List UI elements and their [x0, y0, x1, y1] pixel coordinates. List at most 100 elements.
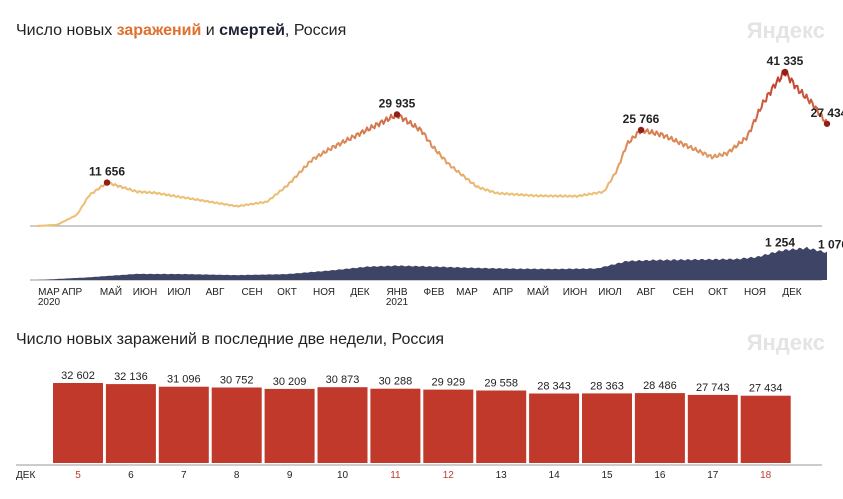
month-tick-label: НОЯ: [313, 287, 335, 298]
infections-line-segment: [750, 123, 754, 133]
bar-category-label: 13: [496, 470, 508, 481]
bar-chart-title: Число новых заражений в последние две не…: [16, 331, 444, 348]
month-tick-label: МАР: [456, 287, 478, 298]
bar-category-label: 8: [234, 470, 240, 481]
infections-line-segment: [756, 108, 760, 118]
bar: [687, 394, 738, 463]
infections-line-segment: [823, 118, 827, 123]
month-tick-label: АПР: [62, 287, 83, 298]
infections-line-segment: [745, 132, 749, 141]
infections-peak-label: 11 656: [89, 165, 125, 179]
month-tick-label: СЕН: [241, 287, 262, 298]
bar-value-label: 30 873: [326, 374, 360, 386]
bar-value-label: 32 136: [114, 371, 148, 383]
infections-line-segment: [619, 155, 623, 164]
month-tick-label: МАЙ: [527, 285, 549, 298]
yandex-watermark-top: Яндекс: [746, 18, 825, 43]
bar: [264, 388, 315, 463]
bar-category-label: 9: [287, 470, 293, 481]
title-part-deaths: смертей: [219, 22, 285, 39]
line-chart-title: Число новых заражений и смертей, Россия: [16, 22, 346, 40]
month-tick-label: ИЮН: [563, 287, 588, 298]
bar-category-label: 5: [75, 470, 81, 481]
month-tick-label: ОКТ: [277, 287, 297, 298]
bar-value-label: 31 096: [167, 374, 201, 386]
month-tick-label: ОКТ: [708, 287, 728, 298]
bar-value-label: 28 363: [590, 380, 624, 392]
bar: [317, 387, 368, 463]
year-tick-label: 2021: [386, 297, 409, 308]
month-tick-label: ИЮЛ: [598, 287, 621, 298]
infections-peak-marker: [637, 126, 645, 134]
bar: [423, 389, 474, 463]
deaths-label: 1 254: [765, 235, 795, 249]
month-tick-label: НОЯ: [744, 287, 766, 298]
month-tick-label: ДЕК: [350, 287, 369, 298]
bar-value-label: 30 288: [379, 376, 413, 388]
bar-category-label: 15: [601, 470, 613, 481]
infections-peak-marker: [823, 120, 831, 127]
bar-value-label: 27 743: [696, 382, 730, 394]
infections-peak-marker: [103, 179, 111, 186]
bar-category-label: 7: [181, 470, 187, 481]
month-tick-label: МАЙ: [100, 285, 122, 298]
title-part-3: и: [201, 22, 220, 39]
month-tick-label: МАР: [38, 287, 60, 298]
infections-line-segment: [820, 112, 824, 122]
bar-category-label: 18: [760, 470, 772, 481]
bar-value-label: 30 752: [220, 375, 254, 387]
month-tick-label: ДЕК: [782, 287, 801, 298]
month-tick-label: ФЕВ: [424, 287, 445, 298]
infections-line-segment: [801, 88, 805, 98]
infections-line-segment: [760, 99, 764, 109]
month-tick-label: АВГ: [637, 287, 656, 298]
infections-peak-label: 29 935: [379, 96, 416, 110]
bar: [211, 387, 262, 463]
infections-peak-label: 41 335: [767, 54, 804, 68]
bar: [53, 383, 103, 463]
deaths-label: 1 076: [818, 238, 843, 252]
deaths-area: [37, 246, 827, 280]
infections-line-segment: [796, 84, 800, 94]
bar-month-label: ДЕК: [16, 470, 35, 481]
infections-peak-marker: [781, 68, 789, 76]
bar-category-label: 12: [443, 470, 455, 481]
bar-category-label: 11: [390, 470, 401, 481]
bar: [105, 384, 156, 463]
month-tick-label: ЯНВ: [386, 287, 407, 298]
bar-value-label: 28 343: [537, 381, 571, 393]
infections-series: [36, 70, 827, 227]
title-part-5: , Россия: [284, 22, 347, 39]
bar: [158, 386, 209, 463]
bar: [529, 393, 580, 463]
year-tick-label: 2020: [38, 297, 61, 308]
bar-value-label: 29 929: [431, 377, 465, 389]
bar: [740, 395, 791, 463]
line-chart: 11 656 29 935 25 766 41 335 27 434 1 254 1 076…: [30, 54, 843, 308]
bar-category-label: 6: [128, 470, 134, 481]
infections-peak-label: 27 434: [811, 106, 843, 120]
yandex-watermark-bottom: Яндекс: [746, 330, 825, 355]
bar-value-label: 29 558: [484, 378, 518, 390]
bar-chart: 32 602 5 32 136 6 31 096 7 30 752 8 30 209 9 30 87…: [16, 370, 822, 481]
infections-line-segment: [769, 86, 773, 96]
month-tick-label: АПР: [493, 287, 514, 298]
bar-value-label: 32 602: [61, 370, 95, 382]
month-tick-label: ИЮН: [133, 287, 158, 298]
bar: [634, 393, 685, 463]
infections-line-segment: [816, 107, 820, 116]
infections-peak-marker: [393, 111, 401, 118]
bar-value-label: 27 434: [749, 383, 783, 395]
bar-value-label: 28 486: [643, 380, 677, 392]
bar-category-label: 16: [654, 470, 666, 481]
month-tick-label: ИЮЛ: [167, 287, 190, 298]
infections-line-segment: [765, 92, 769, 103]
bar-category-label: 14: [549, 470, 561, 481]
bar: [370, 388, 421, 463]
title-part-1: Число новых: [16, 22, 117, 39]
infections-peak-label: 25 766: [623, 112, 660, 126]
bar-category-label: 17: [707, 470, 719, 481]
month-tick-label: АВГ: [206, 287, 225, 298]
bar-value-label: 30 209: [273, 376, 307, 388]
bar-category-label: 10: [337, 470, 349, 481]
